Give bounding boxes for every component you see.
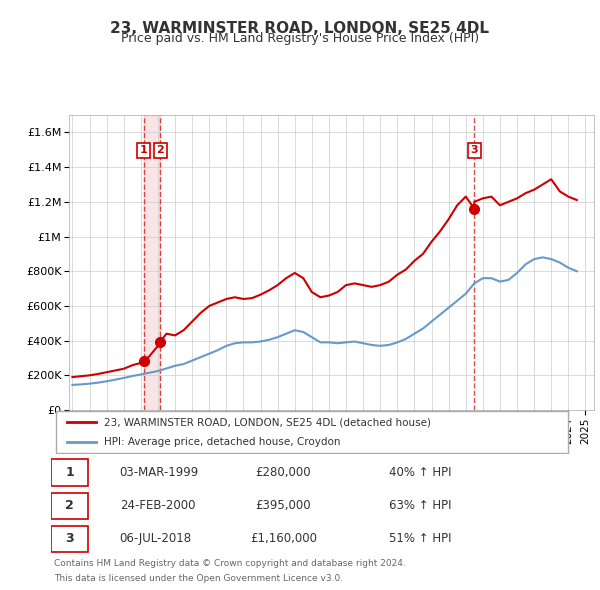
Text: £280,000: £280,000 <box>256 466 311 480</box>
Text: Contains HM Land Registry data © Crown copyright and database right 2024.: Contains HM Land Registry data © Crown c… <box>54 559 406 568</box>
Bar <box>144 115 160 410</box>
Text: £395,000: £395,000 <box>256 499 311 513</box>
Text: 24-FEB-2000: 24-FEB-2000 <box>119 499 195 513</box>
Text: 2: 2 <box>157 146 164 155</box>
Text: 1: 1 <box>65 466 74 480</box>
FancyBboxPatch shape <box>51 526 88 552</box>
Text: £1,160,000: £1,160,000 <box>250 532 317 546</box>
Text: Price paid vs. HM Land Registry's House Price Index (HPI): Price paid vs. HM Land Registry's House … <box>121 32 479 45</box>
FancyBboxPatch shape <box>51 460 88 486</box>
Text: 03-MAR-1999: 03-MAR-1999 <box>119 466 199 480</box>
Text: 06-JUL-2018: 06-JUL-2018 <box>119 532 192 546</box>
FancyBboxPatch shape <box>56 411 568 454</box>
Text: 3: 3 <box>470 146 478 155</box>
Text: 1: 1 <box>140 146 148 155</box>
Text: 23, WARMINSTER ROAD, LONDON, SE25 4DL (detached house): 23, WARMINSTER ROAD, LONDON, SE25 4DL (d… <box>104 418 431 427</box>
Text: 2: 2 <box>65 499 74 513</box>
Text: 3: 3 <box>65 532 74 546</box>
Text: 40% ↑ HPI: 40% ↑ HPI <box>389 466 452 480</box>
Text: HPI: Average price, detached house, Croydon: HPI: Average price, detached house, Croy… <box>104 437 340 447</box>
Text: This data is licensed under the Open Government Licence v3.0.: This data is licensed under the Open Gov… <box>54 573 343 583</box>
Text: 51% ↑ HPI: 51% ↑ HPI <box>389 532 452 546</box>
Text: 63% ↑ HPI: 63% ↑ HPI <box>389 499 452 513</box>
Text: 23, WARMINSTER ROAD, LONDON, SE25 4DL: 23, WARMINSTER ROAD, LONDON, SE25 4DL <box>110 21 490 35</box>
FancyBboxPatch shape <box>51 493 88 519</box>
